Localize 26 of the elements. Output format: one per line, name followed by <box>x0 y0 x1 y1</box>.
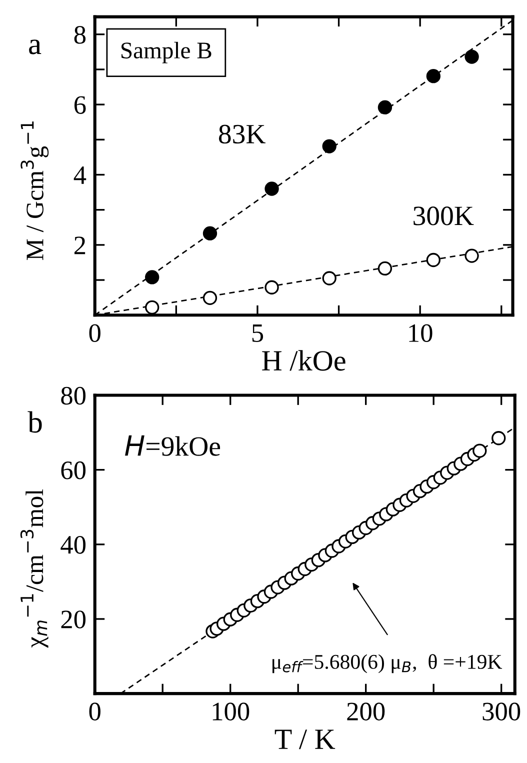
y-tick-label: 60 <box>61 461 86 480</box>
x-axis-title: H /kOe <box>262 350 346 371</box>
annotation: Sample B <box>122 42 212 64</box>
x-tick-label: 100 <box>212 702 250 720</box>
y-tick-label: 2 <box>74 236 86 254</box>
annotation: μ$_{eff}$=5.680(6) μ$_{B}$, θ =+19K <box>272 654 502 674</box>
annotation: H=9kOe <box>125 435 220 456</box>
series-label: 83K <box>218 124 266 144</box>
y-tick-label: 6 <box>74 96 86 114</box>
y-tick-label: 80 <box>61 386 86 405</box>
x-tick-label: 5 <box>252 324 264 342</box>
x-axis-title: T / K <box>274 730 336 750</box>
y-tick-label: 40 <box>60 536 86 554</box>
text: a <box>29 40 42 54</box>
y-tick-label: 20 <box>61 610 86 628</box>
text: b <box>28 411 42 433</box>
x-tick-label: 0 <box>89 324 100 342</box>
x-tick-label: 10 <box>409 324 432 342</box>
x-tick-label: 300 <box>482 702 520 720</box>
y-axis-title: M / Gcm$^{3}$g$^{−1}$ <box>20 121 49 260</box>
legend-label: 300K <box>414 206 474 226</box>
y-tick-label: 8 <box>74 26 86 44</box>
x-tick-label: 200 <box>347 702 385 720</box>
x-tick-label: 0 <box>89 702 100 720</box>
y-tick-label: 4 <box>74 166 86 184</box>
y-axis-title: χ$_{m}$$^{−1}$/cm$^{−3}$mol <box>20 489 48 648</box>
